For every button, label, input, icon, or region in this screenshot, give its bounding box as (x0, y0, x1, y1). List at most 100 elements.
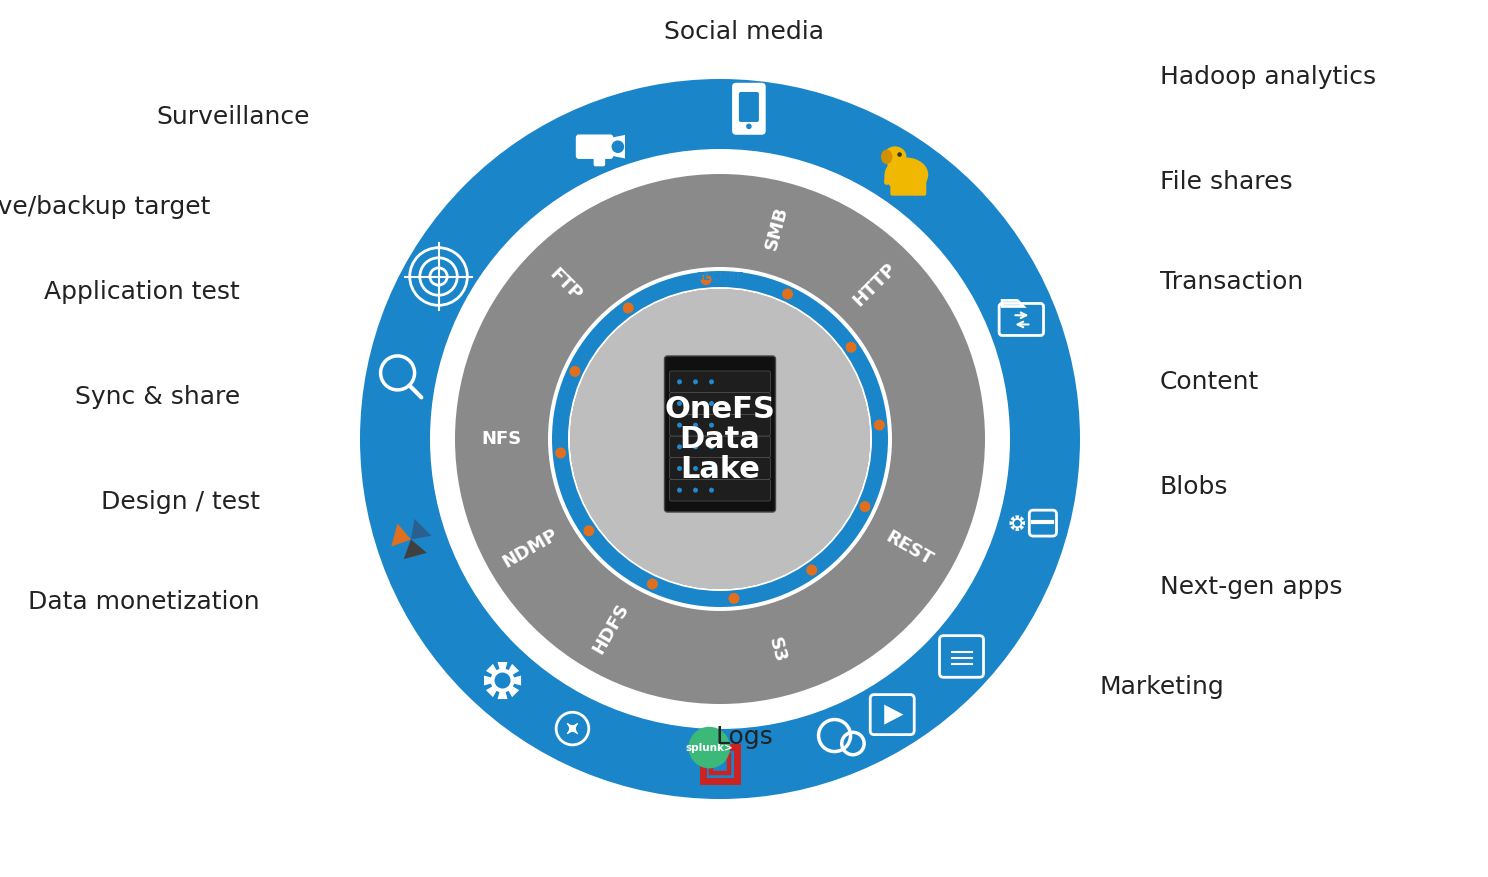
Text: NDMP: NDMP (500, 525, 561, 571)
Text: OneFS: OneFS (665, 395, 775, 424)
Circle shape (729, 593, 740, 604)
Circle shape (583, 525, 594, 536)
Circle shape (571, 290, 869, 588)
Bar (711, 754, 729, 774)
Text: SECURE: SECURE (695, 272, 744, 282)
FancyBboxPatch shape (576, 134, 613, 159)
FancyBboxPatch shape (670, 436, 771, 458)
Circle shape (570, 289, 870, 589)
Circle shape (570, 289, 869, 588)
Text: Lake: Lake (680, 454, 760, 483)
Ellipse shape (884, 158, 929, 192)
FancyBboxPatch shape (594, 153, 606, 167)
FancyBboxPatch shape (670, 414, 771, 436)
Circle shape (571, 290, 869, 588)
Text: Data monetization: Data monetization (28, 590, 260, 614)
Circle shape (745, 124, 751, 129)
Text: File shares: File shares (1161, 170, 1293, 194)
FancyBboxPatch shape (908, 177, 918, 196)
Text: Logs: Logs (716, 725, 772, 749)
Circle shape (573, 291, 868, 587)
Circle shape (570, 289, 870, 589)
Text: Surveillance: Surveillance (156, 105, 310, 129)
Circle shape (693, 488, 698, 493)
Circle shape (570, 289, 869, 588)
Circle shape (647, 579, 658, 589)
Polygon shape (391, 524, 411, 546)
Circle shape (708, 466, 714, 471)
Circle shape (573, 292, 868, 586)
Circle shape (693, 466, 698, 471)
Text: Marketing: Marketing (1100, 675, 1225, 699)
FancyBboxPatch shape (670, 371, 771, 393)
FancyBboxPatch shape (670, 458, 771, 480)
Circle shape (783, 289, 793, 299)
Circle shape (873, 419, 885, 431)
Text: NFS: NFS (482, 430, 522, 448)
Circle shape (622, 303, 634, 313)
FancyBboxPatch shape (665, 356, 775, 512)
Circle shape (860, 501, 870, 512)
Circle shape (677, 380, 682, 384)
Circle shape (708, 380, 714, 384)
Polygon shape (884, 704, 903, 724)
Circle shape (573, 291, 868, 587)
Ellipse shape (881, 150, 893, 164)
Polygon shape (609, 135, 625, 159)
Polygon shape (1009, 516, 1025, 531)
Circle shape (806, 565, 817, 575)
Circle shape (693, 401, 698, 406)
Circle shape (571, 290, 869, 588)
Polygon shape (484, 662, 521, 699)
Circle shape (677, 401, 682, 406)
Text: Social media: Social media (664, 20, 824, 44)
Ellipse shape (884, 146, 906, 168)
Text: Design / test: Design / test (101, 490, 260, 514)
Bar (702, 747, 737, 781)
Text: REST: REST (882, 528, 936, 569)
Circle shape (708, 401, 714, 406)
Circle shape (360, 79, 1080, 799)
Circle shape (573, 292, 868, 587)
Text: splunk>: splunk> (686, 743, 734, 752)
Circle shape (677, 423, 682, 428)
Circle shape (708, 488, 714, 493)
Circle shape (570, 366, 580, 377)
Circle shape (693, 445, 698, 449)
Circle shape (677, 488, 682, 493)
Text: HTTP: HTTP (850, 260, 900, 310)
Text: Sync & share: Sync & share (74, 385, 240, 409)
Text: HDFS: HDFS (589, 600, 632, 657)
Circle shape (568, 287, 872, 591)
Circle shape (571, 289, 869, 588)
Circle shape (693, 380, 698, 384)
Circle shape (571, 291, 868, 587)
Circle shape (677, 466, 682, 471)
Circle shape (845, 342, 857, 353)
FancyBboxPatch shape (670, 480, 771, 501)
Text: SMB: SMB (762, 204, 792, 252)
FancyBboxPatch shape (670, 393, 771, 414)
Circle shape (612, 140, 623, 153)
Text: Next-gen apps: Next-gen apps (1161, 575, 1342, 599)
Circle shape (573, 292, 868, 586)
Circle shape (571, 291, 869, 588)
Polygon shape (403, 539, 427, 559)
Circle shape (555, 447, 565, 459)
Text: Application test: Application test (45, 280, 240, 304)
Circle shape (455, 174, 985, 704)
FancyBboxPatch shape (740, 92, 759, 122)
Text: Data: Data (680, 424, 760, 453)
FancyBboxPatch shape (890, 177, 902, 196)
Circle shape (573, 291, 868, 587)
Circle shape (571, 290, 869, 588)
FancyBboxPatch shape (899, 177, 911, 196)
Polygon shape (411, 519, 432, 539)
Circle shape (689, 727, 731, 768)
Circle shape (430, 149, 1010, 729)
FancyBboxPatch shape (915, 177, 926, 196)
Circle shape (701, 275, 711, 285)
Text: Archive/backup target: Archive/backup target (0, 195, 210, 219)
Circle shape (708, 423, 714, 428)
Text: Hadoop analytics: Hadoop analytics (1161, 65, 1376, 89)
